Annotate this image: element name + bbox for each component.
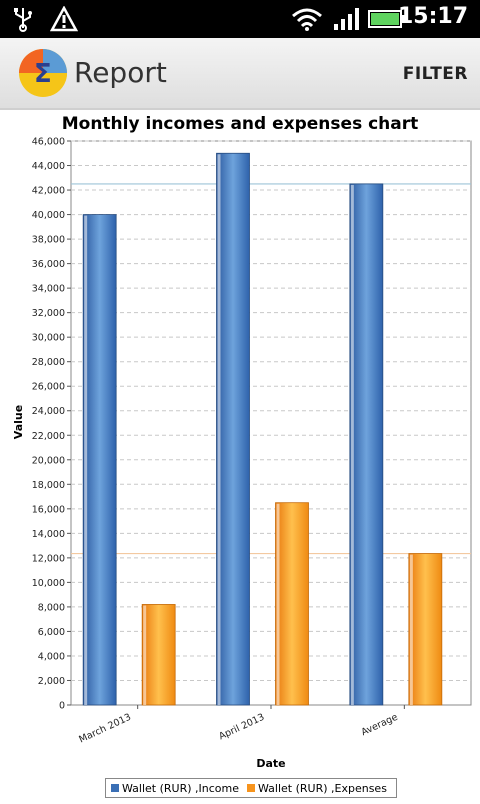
income-bar: [216, 152, 250, 706]
x-tick-label: April 2013: [217, 712, 266, 743]
legend-item-expenses: Wallet (RUR) ,Expenses: [245, 782, 387, 795]
y-tick-label: 18,000: [32, 480, 65, 491]
y-tick-label: 44,000: [32, 161, 65, 172]
legend-swatch-expenses: [247, 784, 255, 792]
expenses-bar: [275, 502, 309, 706]
y-tick-label: 30,000: [32, 333, 65, 344]
y-tick-label: 34,000: [32, 284, 65, 295]
y-tick-label: 14,000: [32, 529, 65, 540]
page-title: Report: [74, 56, 167, 89]
wifi-icon: [292, 8, 322, 31]
y-tick-label: 12,000: [32, 553, 65, 564]
x-tick-label: Average: [360, 712, 400, 739]
y-tick-label: 20,000: [32, 455, 65, 466]
y-tick-label: 4,000: [38, 651, 65, 662]
legend-label-income: Wallet (RUR) ,Income: [122, 781, 239, 795]
warning-icon: [50, 6, 78, 32]
expenses-bar: [408, 553, 443, 706]
y-tick-label: 16,000: [32, 504, 65, 515]
legend-swatch-income: [111, 784, 119, 792]
legend-item-income: Wallet (RUR) ,Income: [109, 782, 239, 795]
sigma-pie-logo-icon: Σ: [19, 49, 68, 97]
y-tick-label: 22,000: [32, 431, 65, 442]
y-axis-label: Value: [12, 405, 25, 439]
x-tick-label: March 2013: [77, 712, 133, 746]
chart-area: Monthly incomes and expenses chart 0 2,00…: [0, 110, 480, 800]
income-bar: [349, 183, 384, 706]
y-tick-label: 40,000: [32, 210, 65, 221]
income-bar: [82, 214, 117, 706]
legend-label-expenses: Wallet (RUR) ,Expenses: [258, 781, 387, 795]
bar-chart: Monthly incomes and expenses chart 0 2,00…: [12, 114, 472, 770]
y-tick-label: 38,000: [32, 235, 65, 246]
battery-icon: [368, 10, 405, 28]
y-tick-label: 2,000: [38, 676, 65, 687]
y-tick-label: 10,000: [32, 578, 65, 589]
y-tick-label: 8,000: [38, 602, 65, 613]
expenses-bar: [141, 604, 176, 706]
chart-legend: Wallet (RUR) ,Income Wallet (RUR) ,Expen…: [105, 778, 397, 798]
y-tick-label: 6,000: [38, 627, 65, 638]
signal-icon: [334, 8, 359, 30]
filter-button[interactable]: FILTER: [402, 64, 468, 84]
usb-icon: [14, 8, 32, 32]
y-tick-label: 36,000: [32, 259, 65, 270]
y-tick-label: 46,000: [32, 137, 65, 148]
action-bar: Σ Report FILTER: [0, 38, 480, 110]
y-tick-label: 26,000: [32, 382, 65, 393]
clock: 15:17: [397, 4, 468, 29]
svg-text:Σ: Σ: [34, 59, 52, 89]
y-tick-label: 28,000: [32, 357, 65, 368]
y-tick-label: 24,000: [32, 406, 65, 417]
y-tick-label: 32,000: [32, 308, 65, 319]
x-axis-label: Date: [256, 757, 285, 770]
chart-title: Monthly incomes and expenses chart: [62, 114, 419, 134]
plot-area: [70, 140, 472, 706]
y-tick-label: 42,000: [32, 186, 65, 197]
y-tick-label: 0: [59, 701, 65, 712]
status-bar: 15:17: [0, 0, 480, 38]
